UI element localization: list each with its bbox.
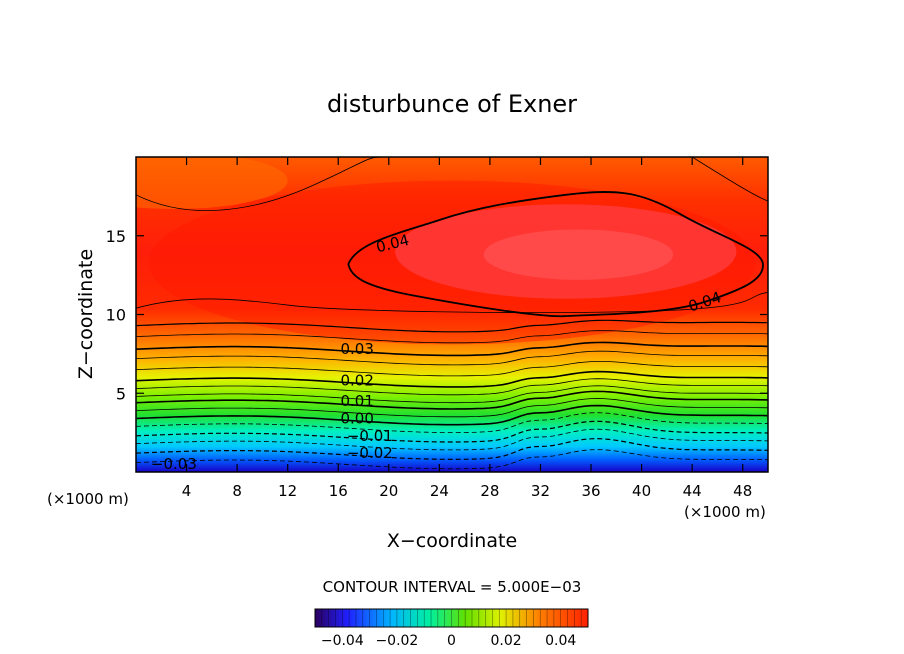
x-tick-label: 44 <box>683 482 702 500</box>
colorbar-stripes <box>321 609 582 627</box>
chart-title: disturbunce of Exner <box>327 90 577 118</box>
colorbar-tick-label: 0 <box>447 633 456 649</box>
colorbar-tick-label: 0.02 <box>491 633 522 649</box>
colorbar: −0.04 −0.02 0 0.02 0.04 <box>314 608 589 649</box>
contour-label: 0.03 <box>340 340 373 358</box>
x-tick-label: 48 <box>733 482 752 500</box>
x-tick-label: 24 <box>430 482 449 500</box>
x-tick-label: 4 <box>182 482 192 500</box>
contour-lines <box>136 157 768 470</box>
x-axis-ticks: 4 8 12 16 20 24 28 32 36 40 44 48 <box>182 157 752 500</box>
contour-label: 0.01 <box>340 392 373 410</box>
field-core-inner <box>483 229 674 280</box>
contour-label: −0.02 <box>347 444 393 462</box>
contour-line <box>691 157 768 202</box>
contour-line <box>136 341 768 357</box>
contour-line <box>136 378 768 396</box>
y-tick-label: 15 <box>106 227 126 246</box>
y-axis-label: Z−coordinate <box>75 249 97 379</box>
y-tick-label: 10 <box>106 306 126 325</box>
x-unit-right: (×1000 m) <box>684 503 766 521</box>
contour-line <box>136 292 768 313</box>
x-tick-label: 28 <box>480 482 499 500</box>
x-tick-label: 36 <box>581 482 600 500</box>
contour-line <box>136 319 768 333</box>
contour-interval-note: CONTOUR INTERVAL = 5.000E−03 <box>323 578 582 596</box>
field-upper-left <box>136 157 288 209</box>
contour-line <box>136 390 768 410</box>
contour-line <box>136 449 768 470</box>
x-axis-label: X−coordinate <box>387 530 517 552</box>
colorbar-tick-label: −0.04 <box>321 633 364 649</box>
x-unit-left: (×1000 m) <box>47 490 129 508</box>
contour-labels: 0.040.040.030.020.010.00−0.01−0.02−0.03 <box>151 231 724 473</box>
contour-line <box>136 361 768 377</box>
contour-line <box>136 412 768 433</box>
x-tick-label: 12 <box>278 482 297 500</box>
contour-line <box>136 350 768 366</box>
y-tick-label: 5 <box>116 384 126 403</box>
x-tick-label: 20 <box>379 482 398 500</box>
x-tick-label: 32 <box>531 482 550 500</box>
colorbar-tick-label: 0.04 <box>545 633 576 649</box>
contour-line <box>136 428 768 451</box>
contour-line <box>136 398 768 418</box>
contour-line-0.04 <box>347 191 764 318</box>
colorbar-tick-labels: −0.04 −0.02 0 0.02 0.04 <box>321 633 577 649</box>
y-axis-ticks: 5 10 15 <box>106 227 768 403</box>
contour-label: 0.02 <box>340 372 373 390</box>
x-tick-label: 16 <box>329 482 348 500</box>
field-overlays <box>136 157 756 345</box>
contour-line <box>136 330 768 344</box>
contour-label: −0.03 <box>151 455 197 473</box>
contour-line <box>136 157 389 211</box>
contour-line <box>136 385 768 404</box>
x-tick-label: 8 <box>232 482 242 500</box>
contour-label: 0.00 <box>340 409 373 427</box>
plot-area: 0.040.040.030.020.010.00−0.01−0.02−0.03 … <box>106 156 769 500</box>
contour-label: −0.01 <box>347 427 393 445</box>
contour-line <box>136 420 768 443</box>
contour-line <box>136 437 768 461</box>
contour-line <box>136 404 768 426</box>
x-tick-label: 40 <box>632 482 651 500</box>
contour-field <box>136 157 768 472</box>
contour-line <box>136 370 768 388</box>
colorbar-tick-label: −0.02 <box>375 633 418 649</box>
